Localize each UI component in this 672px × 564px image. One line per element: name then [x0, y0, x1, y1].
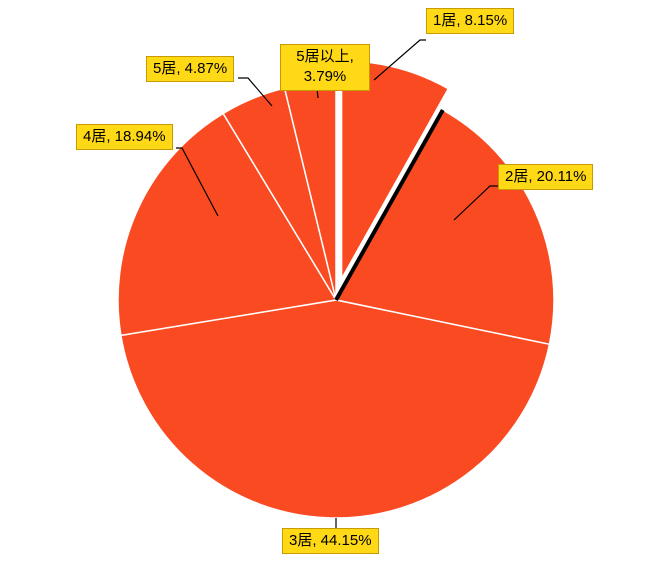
- slice-label: 1居, 8.15%: [426, 8, 514, 34]
- pie-chart: 1居, 8.15% 2居, 20.11% 3居, 44.15% 4居, 18.94% 5…: [0, 0, 672, 564]
- slice-label-text: 3.79%: [304, 68, 347, 85]
- slice-label: 4居, 18.94%: [76, 124, 173, 150]
- pie-slice: [121, 300, 550, 518]
- slice-label: 2居, 20.11%: [498, 164, 593, 190]
- slice-label: 5居以上, 3.79%: [280, 44, 370, 91]
- slice-label: 5居, 4.87%: [146, 56, 234, 82]
- slice-label: 3居, 44.15%: [282, 528, 379, 554]
- slice-label-text: 5居以上,: [296, 48, 354, 65]
